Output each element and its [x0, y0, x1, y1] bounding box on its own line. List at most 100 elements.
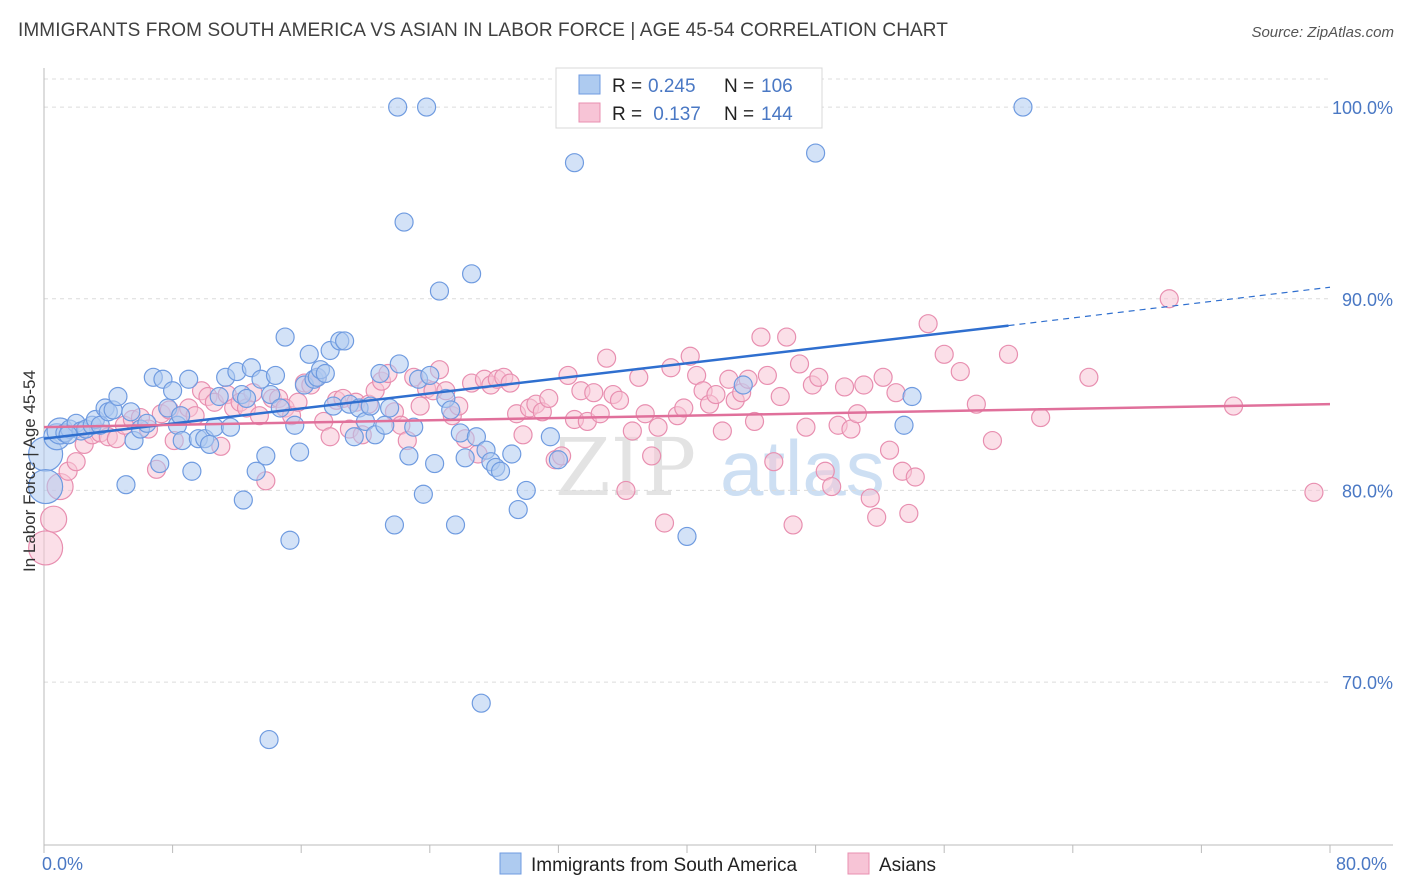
asians-point	[1304, 482, 1324, 502]
south-america-point	[220, 417, 241, 437]
y-tick-label: 90.0%	[1342, 290, 1393, 310]
south-america-point	[733, 375, 753, 395]
asians-point	[1079, 367, 1099, 387]
south-america-point	[380, 398, 400, 418]
south-america-point	[116, 475, 136, 495]
legend-r-value-pink: 0.137	[648, 104, 701, 125]
asians-point	[597, 348, 617, 368]
legend-r-value-blue: 0.245	[648, 76, 696, 97]
south-america-point	[172, 430, 192, 451]
south-america-point	[902, 386, 922, 407]
south-america-point	[137, 413, 157, 433]
south-america-point	[280, 530, 300, 550]
asians-point	[854, 375, 874, 395]
legend-swatch-blue	[578, 74, 601, 95]
legend-n-value-blue: 106	[761, 76, 793, 97]
south-america-point	[259, 729, 279, 750]
south-america-point	[677, 526, 697, 547]
south-america-point	[461, 264, 482, 284]
asians-point	[539, 388, 559, 409]
south-america-point	[466, 427, 487, 447]
y-axis-label: In Labor Force | Age 45-54	[20, 370, 39, 572]
asians-point	[950, 361, 970, 382]
asians-point	[66, 452, 86, 472]
axes	[43, 68, 1393, 853]
asians-point	[809, 367, 829, 387]
asians-point	[288, 392, 308, 412]
legend-n-value-pink: 144	[761, 104, 793, 125]
chart-title: IMMIGRANTS FROM SOUTH AMERICA VS ASIAN I…	[18, 20, 948, 41]
asians-point	[584, 383, 604, 403]
source-credit: Source: ZipAtlas.com	[1251, 24, 1394, 41]
south-america-point	[285, 415, 305, 435]
legend-swatch-pink	[578, 102, 601, 123]
south-america-point	[516, 480, 536, 501]
y-tick-label: 80.0%	[1342, 481, 1393, 501]
asians-point	[918, 314, 938, 334]
south-america-point	[289, 442, 310, 462]
south-america-point	[121, 402, 141, 422]
south-america-point	[270, 398, 290, 418]
south-america-point	[389, 354, 409, 374]
asians-point	[609, 390, 630, 410]
legend-n-label-blue: N =	[724, 76, 754, 97]
asians-point	[648, 417, 668, 437]
asians-point	[764, 452, 784, 472]
south-america-point	[441, 400, 461, 420]
asians-point	[1159, 289, 1179, 309]
asians-point	[879, 440, 900, 460]
asians-point	[622, 421, 642, 441]
south-america-point	[204, 417, 224, 437]
asians-point	[886, 383, 906, 403]
south-america-point	[335, 331, 355, 351]
asians-point	[320, 427, 340, 447]
legend-r-label-pink: R =	[612, 104, 642, 125]
asians-point	[635, 404, 655, 424]
south-america-point	[425, 453, 445, 474]
south-america-point	[502, 444, 522, 464]
asians-point	[873, 367, 893, 387]
south-america-point	[182, 461, 202, 481]
south-america-point	[894, 415, 914, 435]
south-america-trend-extension	[1008, 286, 1331, 327]
series-legend-label-pink: Asians	[879, 855, 936, 876]
series-legend-swatch-pink	[847, 852, 870, 875]
asians-point	[757, 365, 777, 386]
asians-point	[590, 404, 610, 424]
south-america-point	[199, 434, 220, 455]
south-america-point	[108, 386, 128, 407]
south-america-point	[548, 450, 569, 470]
legend-r-label-blue: R =	[612, 76, 642, 97]
south-america-point	[394, 212, 414, 232]
south-america-point	[1013, 97, 1033, 117]
asians-point	[744, 411, 765, 432]
south-america-trend-line	[43, 324, 1009, 440]
south-america-point	[508, 499, 528, 520]
south-america-point	[399, 446, 419, 466]
series-legend-swatch-blue	[499, 852, 522, 875]
south-america-point	[413, 484, 433, 504]
asians-point	[674, 398, 694, 418]
south-america-point	[420, 365, 440, 386]
watermark-atlas: atlas	[720, 424, 885, 512]
asians-point	[712, 421, 732, 441]
south-america-point	[344, 427, 364, 447]
asians-point	[661, 358, 681, 378]
south-america-point	[236, 388, 257, 409]
asians-point	[770, 386, 790, 407]
legend-n-label-pink: N =	[724, 104, 754, 125]
correlation-legend: R = 0.245 N = 106 R = 0.137 N = 144	[555, 67, 823, 129]
south-america-point	[163, 381, 183, 401]
south-america-point	[246, 461, 266, 481]
south-america-point	[265, 365, 286, 386]
asians-point	[789, 354, 810, 374]
y-tick-labels: 100.0% 90.0% 80.0% 70.0%	[1332, 98, 1393, 693]
asians-point	[867, 507, 887, 527]
south-america-point	[209, 386, 229, 407]
south-america-point	[564, 153, 585, 173]
asians-point	[822, 476, 842, 497]
south-america-point	[315, 363, 335, 384]
asians-point	[642, 446, 662, 466]
asians-point	[40, 505, 68, 533]
asians-point	[1031, 407, 1051, 428]
